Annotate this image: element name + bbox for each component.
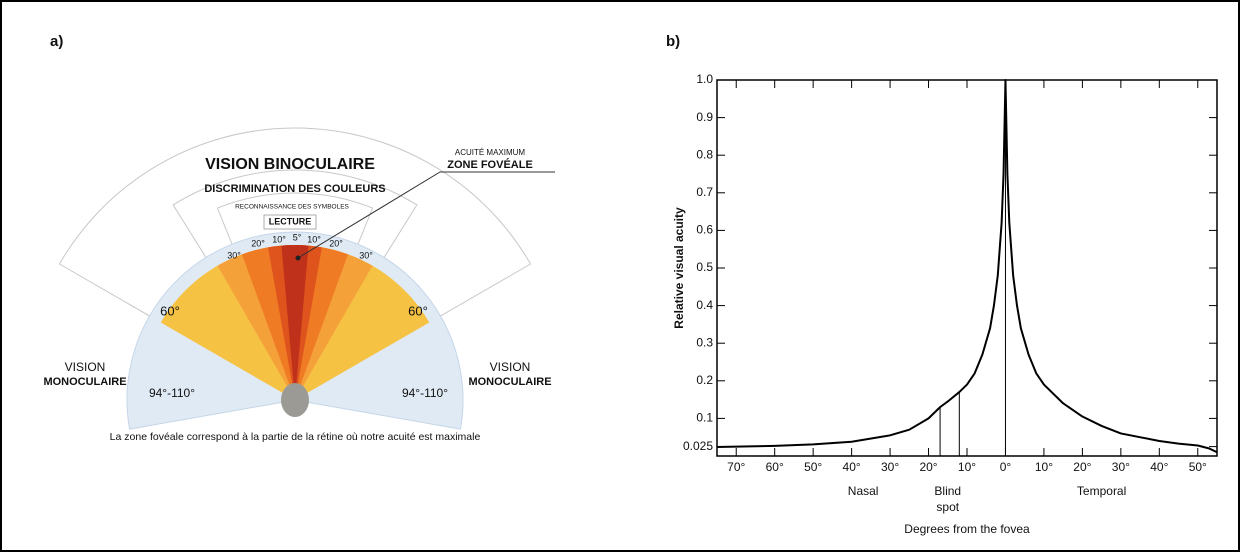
x-tick-label: 40° <box>1150 460 1168 474</box>
acuity-line <box>716 79 1218 454</box>
axis-annotation: Blind <box>934 484 961 498</box>
y-tick-label: 1.0 <box>696 72 713 86</box>
axis-annotation: Temporal <box>1077 484 1126 498</box>
y-tick-label: 0.2 <box>696 373 713 387</box>
axis-annotation: spot <box>936 500 959 514</box>
y-tick-label: 0.6 <box>696 223 713 237</box>
field-5 <box>281 244 309 400</box>
y-tick-label: 0.1 <box>696 411 713 425</box>
x-tick-label: 50° <box>1189 460 1207 474</box>
panel-b: b) Degrees from the fovea Relative visua… <box>666 33 1218 536</box>
binocular-label: VISION BINOCULAIRE <box>205 156 375 173</box>
angle-label: 5° <box>293 232 302 242</box>
panel-a: a) VISION BINOCULAIRE DISCRIMINATION DES… <box>43 33 555 443</box>
reading-box <box>263 214 317 230</box>
x-tick-label: 50° <box>804 460 822 474</box>
angle-label: 10° <box>272 234 286 244</box>
x-tick-label: 60° <box>766 460 784 474</box>
x-tick-label: 70° <box>727 460 745 474</box>
range-label: 94°-110° <box>149 386 195 400</box>
monocular-label: VISION <box>65 360 106 374</box>
y-tick-label: 0.3 <box>696 335 713 349</box>
angle-label: 20° <box>251 238 265 248</box>
angle-label: 30° <box>359 250 373 260</box>
angle-label: 10° <box>307 234 321 244</box>
x-tick-label: 30° <box>881 460 899 474</box>
caption: La zone fovéale correspond à la partie d… <box>110 431 481 443</box>
symbols-label: RECONNAISSANCE DES SYMBOLES <box>235 204 349 211</box>
angle-label: 60° <box>408 303 428 318</box>
y-tick-label: 0.9 <box>696 110 713 124</box>
y-tick-label: 0.5 <box>696 260 713 274</box>
pointer <box>297 171 555 259</box>
x-tick-label: 40° <box>843 460 861 474</box>
range-label: 94°-110° <box>402 386 448 400</box>
x-tick-label: 10° <box>958 460 976 474</box>
y-tick-label: 0.025 <box>683 439 713 453</box>
angle-label: 60° <box>160 303 180 318</box>
y-axis-title: Relative visual acuity <box>672 207 686 329</box>
x-tick-label: 20° <box>1073 460 1091 474</box>
x-tick-label: 20° <box>919 460 937 474</box>
pointer-dot <box>295 255 301 261</box>
panel-label: b) <box>666 33 680 50</box>
eye <box>281 383 309 417</box>
monocular-label: VISION <box>490 360 531 374</box>
angle-label: 30° <box>227 250 241 260</box>
y-tick-label: 0.7 <box>696 185 713 199</box>
panel-label: a) <box>50 33 63 50</box>
reading-label: LECTURE <box>269 216 312 226</box>
monocular-label: MONOCULAIRE <box>468 376 551 388</box>
fovea-label: ZONE FOVÉALE <box>447 158 533 171</box>
y-tick-label: 0.4 <box>696 298 713 312</box>
colors-label: DISCRIMINATION DES COULEURS <box>204 183 385 195</box>
field-wedges <box>58 127 532 430</box>
angle-label: 20° <box>329 238 343 248</box>
y-tick-label: 0.8 <box>696 147 713 161</box>
acuity-label: ACUITÉ MAXIMUM <box>455 148 526 157</box>
x-axis-title: Degrees from the fovea <box>904 522 1030 536</box>
x-tick-label: 30° <box>1112 460 1130 474</box>
x-tick-label: 0° <box>1000 460 1012 474</box>
axis-annotation: Nasal <box>848 484 879 498</box>
monocular-label: MONOCULAIRE <box>43 376 126 388</box>
x-tick-label: 10° <box>1035 460 1053 474</box>
